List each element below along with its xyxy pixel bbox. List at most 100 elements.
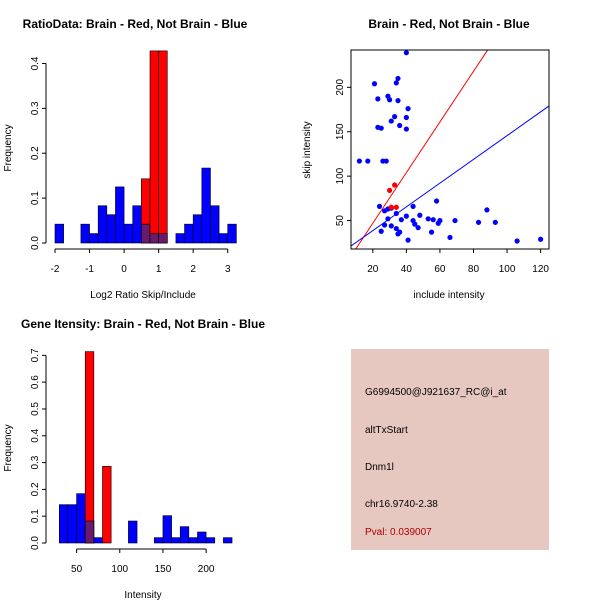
scatter-point-notbrain (435, 220, 441, 226)
ratio-x-tick-label: -1 (85, 264, 94, 275)
intensity-bar-notbrain (162, 515, 172, 544)
ratio-bar-notbrain (132, 205, 142, 244)
scatter-point-notbrain (386, 97, 393, 103)
intensity-y-tick-label: 0.2 (30, 482, 41, 496)
scatter-point-notbrain (381, 222, 388, 228)
ratio-bar-notbrain (80, 223, 90, 244)
scatter-point-brain (392, 182, 398, 188)
scatter-point-notbrain (412, 221, 418, 227)
intensity-y-tick-label: 0.3 (30, 455, 41, 469)
ratio-bar-notbrain (175, 233, 185, 244)
intensity-bar-brain (84, 351, 95, 544)
scatter-point-notbrain (415, 225, 421, 231)
ratio-histogram-ylabel: Frequency (3, 124, 14, 171)
scatter-point-brain (393, 204, 399, 210)
ratio-bar-notbrain (201, 167, 211, 244)
ratio-bar-brain (158, 50, 168, 244)
ratio-bar-notbrain (89, 233, 99, 244)
scatter-point-notbrain (405, 237, 411, 243)
ratio-y-tick-label: 0.4 (30, 56, 41, 70)
scatter-x-tick-label: 100 (499, 264, 516, 275)
ratio-bar-notbrain (184, 223, 194, 244)
intensity-bar-brain (102, 466, 112, 544)
scatter-point-notbrain (417, 212, 423, 218)
scatter-point-brain (388, 204, 394, 210)
ratio-y-tick-label: 0.1 (30, 191, 41, 205)
intensity-y-tick-label: 0.1 (30, 509, 41, 523)
scatter-point-notbrain (428, 229, 435, 235)
brain-fit-line (355, 50, 489, 249)
scatter-point-notbrain (393, 210, 399, 217)
ratio-bar-notbrain (54, 223, 64, 244)
scatter-point-notbrain (475, 219, 482, 225)
scatter-point-notbrain (447, 234, 453, 241)
intensity-x-tick-label: 50 (71, 564, 83, 575)
intensity-y-tick-label: 0.7 (30, 348, 41, 362)
event-type-label: altTxStart (365, 425, 408, 436)
ratio-bar-notbrain (115, 186, 125, 244)
intensity-y-tick-label: 0.5 (30, 402, 41, 416)
intensity-y-tick-label: 0.4 (30, 428, 41, 442)
scatter-frame (350, 49, 550, 250)
scatter-point-notbrain (378, 228, 384, 234)
intensity-y-tick-label: 0.6 (30, 375, 41, 389)
ratio-bar-notbrain (97, 205, 108, 244)
ratio-bar-notbrain (210, 205, 220, 244)
ratio-x-tick-label: 0 (121, 264, 127, 275)
scatter-point-notbrain (392, 114, 398, 120)
intensity-scatter: Brain - Red, Not Brain - Blue include in… (302, 17, 550, 301)
scatter-point-notbrain (538, 236, 544, 242)
probe-id-label: G6994500@J921637_RC@i_at (365, 387, 507, 398)
intensity-histogram: Gene Itensity: Brain - Red, Not Brain - … (3, 317, 265, 600)
ratio-y-tick-label: 0.2 (30, 146, 41, 160)
ratio-y-tick-label: 0.0 (30, 236, 41, 250)
intensity-histogram-title: Gene Itensity: Brain - Red, Not Brain - … (21, 317, 265, 331)
scatter-ylabel: skip intensity (302, 121, 313, 178)
ratio-x-tick-label: -2 (51, 264, 60, 275)
intensity-bar-overlap (84, 520, 95, 544)
ratio-bar-brain (149, 50, 159, 244)
scatter-point-notbrain (410, 203, 416, 209)
scatter-point-notbrain (376, 203, 383, 209)
scatter-y-tick-label: 50 (335, 215, 346, 227)
ratio-histogram-title: RatioData: Brain - Red, Not Brain - Blue (23, 17, 248, 31)
pval-label: Pval: 0.039007 (365, 527, 432, 538)
intensity-bar-notbrain (197, 531, 207, 544)
ratio-bar-notbrain (192, 214, 203, 244)
scatter-point-notbrain (397, 122, 403, 129)
scatter-point-notbrain (484, 207, 490, 213)
scatter-point-notbrain (514, 238, 520, 244)
ratio-x-tick-label: 2 (190, 264, 196, 275)
scatter-x-tick-label: 40 (401, 264, 413, 275)
intensity-bar-notbrain (67, 504, 77, 544)
scatter-y-tick-label: 100 (335, 167, 346, 184)
scatter-point-notbrain (393, 225, 399, 232)
ratio-histogram-xlabel: Log2 Ratio Skip/Include (90, 290, 196, 301)
intensity-bar-notbrain (59, 504, 69, 544)
scatter-point-notbrain (395, 231, 401, 237)
scatter-point-notbrain (405, 106, 411, 112)
scatter-point-notbrain (492, 219, 498, 225)
gene-symbol-label: Dnm1l (365, 462, 394, 473)
scatter-point-notbrain (388, 223, 394, 229)
scatter-point-notbrain (452, 217, 458, 224)
ratio-bar-notbrain (227, 223, 237, 244)
scatter-point-notbrain (395, 98, 401, 104)
ratio-x-tick-label: 3 (225, 264, 231, 275)
scatter-point-notbrain (425, 216, 431, 222)
scatter-point-notbrain (403, 50, 409, 56)
intensity-bar-notbrain (205, 537, 216, 544)
intensity-x-tick-label: 200 (198, 564, 215, 575)
scatter-point-notbrain (393, 80, 399, 86)
ratio-bar-overlap (149, 233, 159, 244)
scatter-point-notbrain (403, 213, 409, 219)
scatter-point-notbrain (383, 158, 389, 164)
intensity-bar-notbrain (76, 493, 86, 544)
scatter-y-tick-label: 200 (335, 79, 346, 96)
scatter-point-notbrain (375, 96, 381, 102)
intensity-x-tick-label: 150 (155, 564, 172, 575)
intensity-bar-notbrain (93, 537, 103, 544)
genomic-location-label: chr16.9740-2.38 (365, 499, 438, 510)
ratio-bar-notbrain (123, 223, 134, 244)
